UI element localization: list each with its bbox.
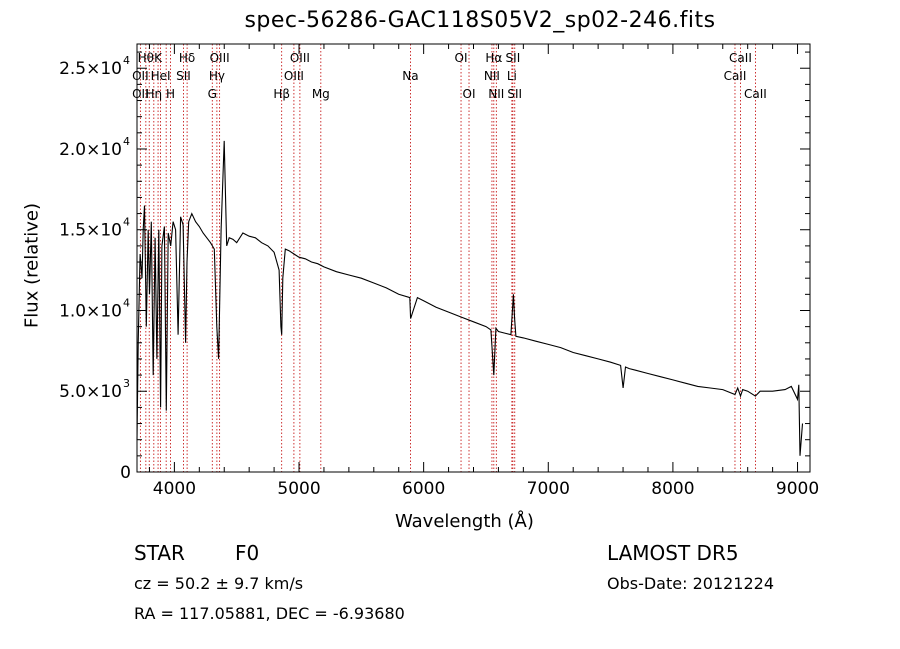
line-label-Hγ: Hγ [209, 69, 225, 83]
observation-date: Obs-Date: 20121224 [607, 574, 775, 593]
line-label-OIII: OIII [290, 51, 310, 65]
x-tick-label: 4000 [153, 479, 196, 499]
line-label-CaII: CaII [724, 69, 747, 83]
y-tick-exponent: 3 [123, 377, 130, 390]
line-label-Mg: Mg [312, 87, 330, 101]
line-label-NII: NII [484, 69, 500, 83]
line-label-OI: OI [463, 87, 476, 101]
line-label-OII: OII [132, 87, 149, 101]
line-label-OI: OI [455, 51, 468, 65]
line-label-Hα: Hα [485, 51, 502, 65]
line-label-Hδ: Hδ [179, 51, 195, 65]
y-axis-label: Flux (relative) [21, 202, 43, 329]
line-label-SII: SII [507, 87, 522, 101]
line-label-OIII: OIII [210, 51, 230, 65]
plot-frame [136, 43, 811, 473]
y-tick-exponent: 4 [123, 54, 130, 67]
x-axis-label: Wavelength (Å) [395, 511, 534, 532]
chart-title: spec-56286-GAC118S05V2_sp02-246.fits [244, 8, 716, 33]
y-tick-label: 2.5×10 [59, 59, 122, 79]
line-label-Hθ: Hθ [138, 51, 154, 65]
x-tick-label: 7000 [527, 479, 570, 499]
object-subclass: F0 [235, 541, 260, 565]
line-label-Na: Na [402, 69, 418, 83]
x-tick-label: 5000 [277, 479, 320, 499]
y-tick-label: 1.0×10 [59, 301, 122, 321]
coordinates-readout: RA = 117.05881, DEC = -6.93680 [134, 604, 405, 623]
y-tick-exponent: 4 [123, 135, 130, 148]
line-label-H: H [166, 87, 175, 101]
y-tick-label: 5.0×10 [59, 382, 122, 402]
y-tick-label: 0 [120, 463, 131, 483]
line-label-G: G [208, 87, 217, 101]
y-tick-label: 1.5×10 [59, 221, 122, 241]
x-tick-label: 9000 [776, 479, 819, 499]
line-label-HeI: HeI [151, 69, 171, 83]
y-tick-exponent: 4 [123, 216, 130, 229]
line-label-NII: NII [488, 87, 504, 101]
object-class: STAR [134, 541, 185, 565]
line-label-Li: Li [507, 69, 517, 83]
line-label-CaII: CaII [729, 51, 752, 65]
line-label-OIII: OIII [284, 69, 304, 83]
line-label-Hβ: Hβ [273, 87, 290, 101]
spectrum-line [136, 140, 804, 456]
y-tick-exponent: 4 [123, 296, 130, 309]
line-label-K: K [154, 51, 163, 65]
line-label-OII: OII [132, 69, 149, 83]
line-label-SII: SII [176, 69, 191, 83]
survey-name: LAMOST DR5 [607, 541, 739, 565]
x-tick-label: 8000 [651, 479, 694, 499]
redshift-readout: cz = 50.2 ± 9.7 km/s [134, 574, 304, 593]
line-label-CaII: CaII [744, 87, 767, 101]
line-label-Hη: Hη [146, 87, 163, 101]
x-tick-label: 6000 [402, 479, 445, 499]
line-label-SII: SII [506, 51, 521, 65]
y-tick-label: 2.0×10 [59, 140, 122, 160]
